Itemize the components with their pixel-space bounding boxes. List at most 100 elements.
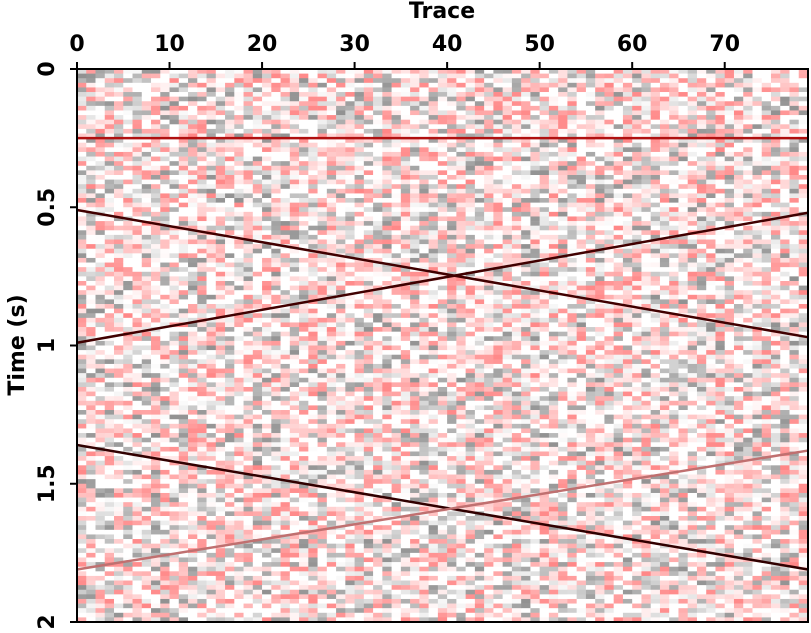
- noise-cell: [326, 612, 337, 618]
- noise-cell: [178, 575, 189, 581]
- noise-cell: [437, 101, 448, 107]
- noise-cell: [178, 442, 189, 448]
- noise-cell: [123, 179, 133, 185]
- noise-cell: [234, 488, 244, 494]
- noise-cell: [123, 345, 133, 351]
- noise-cell: [447, 119, 457, 125]
- noise-cell: [141, 506, 152, 512]
- noise-cell: [215, 571, 226, 577]
- noise-cell: [428, 428, 439, 434]
- noise-cell: [160, 529, 170, 535]
- noise-cell: [354, 479, 365, 485]
- noise-cell: [95, 529, 106, 535]
- noise-cell: [299, 156, 309, 162]
- noise-cell: [326, 497, 337, 503]
- noise-cell: [132, 165, 143, 171]
- noise-cell: [363, 608, 374, 614]
- noise-cell: [447, 138, 457, 144]
- noise-cell: [252, 571, 263, 577]
- noise-cell: [289, 142, 300, 148]
- noise-cell: [382, 290, 392, 296]
- noise-cell: [419, 147, 429, 153]
- noise-cell: [169, 506, 180, 512]
- noise-cell: [363, 396, 374, 402]
- noise-cell: [104, 322, 115, 328]
- noise-cell: [280, 193, 291, 199]
- noise-cell: [262, 138, 272, 144]
- noise-cell: [262, 69, 272, 74]
- noise-cell: [123, 516, 133, 521]
- noise-cell: [234, 502, 244, 508]
- noise-cell: [160, 350, 170, 356]
- noise-cell: [363, 221, 374, 226]
- noise-cell: [271, 340, 281, 346]
- noise-cell: [141, 529, 152, 535]
- noise-cell: [289, 589, 300, 595]
- noise-cell: [419, 580, 429, 586]
- noise-cell: [326, 327, 337, 332]
- noise-cell: [317, 262, 328, 268]
- noise-cell: [428, 469, 439, 475]
- noise-cell: [206, 142, 217, 148]
- noise-cell: [326, 363, 337, 369]
- noise-cell: [104, 128, 115, 134]
- noise-cell: [77, 354, 87, 360]
- noise-cell: [363, 350, 374, 356]
- noise-cell: [391, 488, 402, 494]
- noise-cell: [373, 207, 383, 213]
- noise-cell: [77, 410, 87, 415]
- noise-cell: [447, 612, 457, 618]
- noise-cell: [95, 525, 106, 531]
- noise-cell: [299, 382, 309, 388]
- noise-cell: [151, 151, 161, 157]
- noise-cell: [391, 248, 402, 254]
- noise-cell: [289, 336, 300, 342]
- noise-cell: [178, 115, 189, 120]
- noise-cell: [308, 405, 318, 411]
- noise-cell: [151, 161, 161, 167]
- noise-cell: [382, 608, 392, 614]
- noise-cell: [262, 562, 272, 567]
- noise-cell: [391, 87, 402, 93]
- noise-cell: [95, 534, 106, 540]
- noise-cell: [326, 520, 337, 526]
- noise-cell: [363, 225, 374, 231]
- noise-cell: [317, 267, 328, 273]
- noise-cell: [77, 363, 87, 369]
- noise-cell: [419, 386, 429, 392]
- noise-cell: [151, 184, 161, 190]
- noise-cell: [280, 419, 291, 425]
- noise-cell: [206, 460, 217, 466]
- noise-cell: [317, 239, 328, 245]
- noise-cell: [373, 612, 383, 618]
- noise-cell: [234, 193, 244, 199]
- noise-cell: [86, 612, 96, 618]
- noise-cell: [243, 161, 254, 167]
- noise-cell: [373, 211, 383, 217]
- noise-cell: [419, 225, 429, 231]
- noise-cell: [141, 479, 152, 485]
- noise-cell: [391, 433, 402, 438]
- noise-cell: [160, 276, 170, 282]
- noise-cell: [197, 396, 207, 402]
- noise-cell: [95, 340, 106, 346]
- noise-cell: [188, 451, 198, 457]
- noise-cell: [400, 184, 411, 190]
- noise-cell: [354, 276, 365, 282]
- noise-cell: [400, 414, 411, 420]
- noise-cell: [308, 363, 318, 369]
- noise-cell: [169, 87, 180, 93]
- noise-cell: [95, 552, 106, 558]
- noise-cell: [197, 234, 207, 240]
- noise-cell: [206, 382, 217, 388]
- noise-cell: [188, 290, 198, 296]
- noise-cell: [206, 479, 217, 485]
- noise-cell: [86, 267, 96, 273]
- noise-cell: [95, 516, 106, 521]
- noise-cell: [447, 548, 457, 554]
- noise-cell: [326, 105, 337, 111]
- noise-cell: [419, 313, 429, 319]
- noise-cell: [262, 419, 272, 425]
- noise-cell: [178, 497, 189, 503]
- noise-cell: [382, 529, 392, 535]
